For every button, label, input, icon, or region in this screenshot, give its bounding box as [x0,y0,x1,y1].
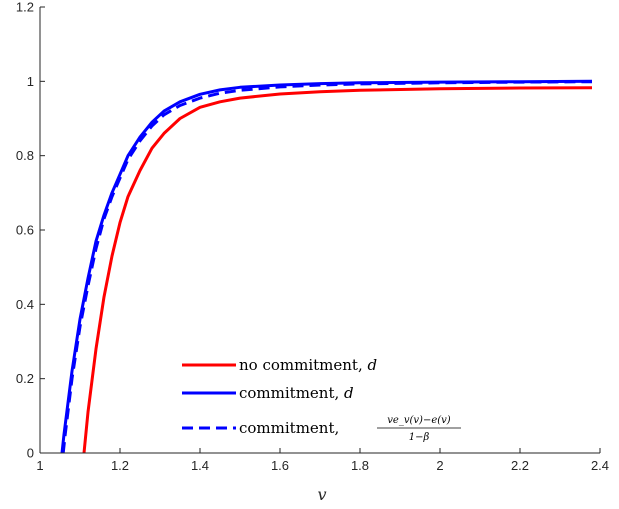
legend-formula-denominator: 1−β [409,432,430,443]
legend-label-commitment: commitment, d [239,384,354,402]
x-tick-label: 1.8 [351,458,369,473]
legend-label-commitment-formula: commitment, [239,419,339,437]
x-tick-label: 1.2 [111,458,129,473]
y-tick-label: 1.2 [16,0,34,15]
series-layer [60,79,593,454]
y-tick-label: 0.6 [16,223,34,238]
y-tick-label: 1 [27,74,34,89]
legend: no commitment, d commitment, d commitmen… [182,356,461,443]
x-tick-label: 2.4 [591,458,609,473]
x-axis-label: v [317,485,326,504]
series-no-commitment-line [82,86,593,454]
y-tick-label: 0.4 [16,297,34,312]
y-tick-label: 0.2 [16,371,34,386]
x-tick-label: 1 [36,458,43,473]
ticks-layer: 1 1.2 1.4 1.6 1.8 2 2.2 2.4 0 0.2 0.4 0.6 0.8 1 1.2 [16,0,609,473]
y-tick-label: 0.8 [16,148,34,163]
legend-formula-numerator: ve_v(v)−e(v) [387,415,451,426]
x-tick-label: 2.2 [511,458,529,473]
x-tick-label: 1.6 [271,458,289,473]
series-commitment-formula-line [61,80,593,454]
y-tick-label: 0 [27,446,34,461]
x-tick-label: 2 [436,458,443,473]
x-tick-label: 1.4 [191,458,209,473]
legend-label-no-commitment: no commitment, d [239,356,377,374]
